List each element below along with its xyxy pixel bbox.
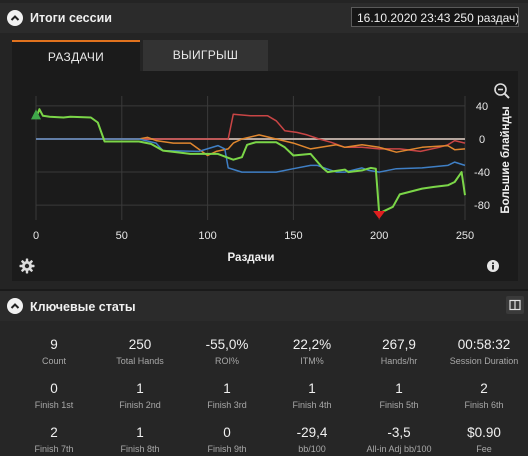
stat-value: -55,0% <box>205 337 249 352</box>
stat-label: ROI% <box>214 356 239 366</box>
stat-label: Finish 6th <box>464 400 504 410</box>
stat-label: Finish 3rd <box>207 400 247 410</box>
session-chart: 0 50 100 150 200 250 40 0 -40 -80 Раздачи Большие… <box>31 96 512 264</box>
stat-value: 9 <box>50 337 58 352</box>
stat-cell: 2 Finish 7th <box>10 425 98 454</box>
stat-label: Session Duration <box>449 356 519 366</box>
stat-cell: 1 Finish 3rd <box>183 381 271 410</box>
x-tick-label: 250 <box>456 230 474 242</box>
x-tick-label: 200 <box>370 230 388 242</box>
y-tick-label: 40 <box>476 101 488 113</box>
stat-label: All-in Adj bb/100 <box>366 444 432 454</box>
key-stats-header: Ключевые статы <box>0 291 528 321</box>
stat-value: 1 <box>136 381 144 396</box>
series-line <box>36 138 466 173</box>
info-icon[interactable] <box>487 260 499 272</box>
stat-cell: 0 Finish 9th <box>183 425 271 454</box>
stat-value: -29,4 <box>296 425 328 440</box>
stat-label: Finish 9th <box>207 444 247 454</box>
stat-label: Finish 1st <box>34 400 74 410</box>
series-line <box>35 108 466 215</box>
session-summary-title: Итоги сессии <box>30 11 112 25</box>
stat-cell: 22,2% ITM% <box>268 337 356 366</box>
stat-value: 00:58:32 <box>457 337 511 352</box>
stat-value: 1 <box>223 381 231 396</box>
key-stats-panel: Ключевые статы 9 Count 250 Total Hands -55,0… <box>0 291 528 456</box>
stat-cell: 250 Total Hands <box>96 337 184 366</box>
panel-divider <box>0 289 528 291</box>
tab-winnings-label: ВЫИГРЫШ <box>172 48 239 62</box>
stat-cell: $0.90 Fee <box>440 425 528 454</box>
stat-cell: 00:58:32 Session Duration <box>440 337 528 366</box>
stat-label: Total Hands <box>116 356 164 366</box>
stat-cell: -55,0% ROI% <box>183 337 271 366</box>
stat-cell: -3,5 All-in Adj bb/100 <box>355 425 443 454</box>
stat-value: -3,5 <box>387 425 411 440</box>
stat-cell: 0 Finish 1st <box>10 381 98 410</box>
stat-value: 1 <box>136 425 144 440</box>
stat-value: 267,9 <box>382 337 416 352</box>
stat-label: Finish 7th <box>34 444 74 454</box>
series-line <box>36 113 466 153</box>
zoom-out-icon[interactable] <box>493 82 511 100</box>
stat-cell: 1 Finish 2nd <box>96 381 184 410</box>
stat-label: Fee <box>476 444 492 454</box>
x-axis-label: Раздачи <box>228 252 275 264</box>
stat-cell: 1 Finish 5th <box>355 381 443 410</box>
stat-value: 2 <box>480 381 488 396</box>
session-select[interactable]: 16.10.2020 23:43 250 раздач) <box>351 7 519 27</box>
stat-cell: -29,4 bb/100 <box>268 425 356 454</box>
y-tick-label: 0 <box>479 134 485 146</box>
x-tick-label: 150 <box>284 230 302 242</box>
collapse-chevron-icon[interactable] <box>7 10 23 26</box>
collapse-chevron-icon[interactable] <box>7 298 23 314</box>
x-tick-label: 0 <box>33 230 39 242</box>
stat-label: Hands/hr <box>380 356 418 366</box>
x-tick-label: 50 <box>116 230 128 242</box>
stat-label: Finish 5th <box>379 400 419 410</box>
stat-value: 1 <box>395 381 403 396</box>
stat-cell: 1 Finish 4th <box>268 381 356 410</box>
start-marker <box>31 109 41 120</box>
stat-value: 0 <box>50 381 58 396</box>
y-tick-label: -40 <box>474 167 490 179</box>
tab-hands[interactable]: РАЗДАЧИ <box>12 40 140 71</box>
session-summary-panel: Итоги сессии 16.10.2020 23:43 250 раздач… <box>7 7 519 274</box>
y-tick-label: -80 <box>474 200 490 212</box>
stat-label: bb/100 <box>298 444 326 454</box>
stat-cell: 1 Finish 8th <box>96 425 184 454</box>
min-marker <box>373 211 386 219</box>
columns-layout-icon[interactable] <box>506 296 524 314</box>
stat-cell: 267,9 Hands/hr <box>355 337 443 366</box>
stat-value: 0 <box>223 425 231 440</box>
x-tick-label: 100 <box>198 230 216 242</box>
stat-value: 250 <box>128 337 152 352</box>
stat-value: 1 <box>308 381 316 396</box>
stat-value: 22,2% <box>292 337 332 352</box>
stat-label: Finish 8th <box>120 444 160 454</box>
stat-label: Count <box>41 356 67 366</box>
y-axis-label: Большие блайнды <box>500 106 512 213</box>
tab-hands-label: РАЗДАЧИ <box>47 50 105 64</box>
session-select-value: 16.10.2020 23:43 250 раздач) <box>357 11 519 25</box>
stat-value: 2 <box>50 425 58 440</box>
stat-cell: 9 Count <box>10 337 98 366</box>
series-line <box>36 134 466 157</box>
stat-cell: 2 Finish 6th <box>440 381 528 410</box>
stat-value: $0.90 <box>467 425 501 440</box>
gear-icon[interactable] <box>19 258 35 274</box>
tab-winnings[interactable]: ВЫИГРЫШ <box>143 40 268 71</box>
stat-label: ITM% <box>300 356 324 366</box>
stat-label: Finish 4th <box>292 400 332 410</box>
stat-label: Finish 2nd <box>119 400 161 410</box>
key-stats-title: Ключевые статы <box>30 300 136 314</box>
